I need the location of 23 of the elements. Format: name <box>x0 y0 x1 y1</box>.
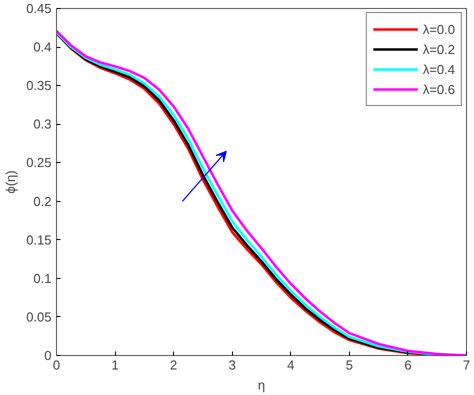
y-tick-label: 0.35 <box>26 78 52 94</box>
x-tick-label: 6 <box>404 358 412 372</box>
x-tick-label: 1 <box>111 358 119 372</box>
x-tick-label: 2 <box>170 358 178 372</box>
legend-label: λ=0.4 <box>422 62 455 76</box>
x-axis-title: η <box>258 378 266 392</box>
x-tick-label: 5 <box>346 358 353 372</box>
x-tick-label: 3 <box>228 358 236 372</box>
y-tick-label: 0 <box>44 348 52 363</box>
y-tick-label: 0.05 <box>26 309 52 324</box>
y-tick-label: 0.25 <box>26 155 52 170</box>
y-axis-title: ϕ(η) <box>3 170 18 194</box>
y-tick-label: 0.2 <box>33 194 52 209</box>
y-tick-label: 0.4 <box>33 40 52 55</box>
x-tick-label: 4 <box>287 358 294 372</box>
y-tick-label: 0.1 <box>33 270 52 286</box>
y-tick-label: 0.3 <box>33 116 52 132</box>
x-tick-label: 7 <box>462 358 470 372</box>
legend-label: λ=0.0 <box>422 22 455 36</box>
legend-label: λ=0.2 <box>422 42 455 56</box>
legend-label: λ=0.6 <box>422 82 455 96</box>
y-tick-label: 0.15 <box>26 232 52 248</box>
y-tick-label: 0.45 <box>26 1 52 16</box>
